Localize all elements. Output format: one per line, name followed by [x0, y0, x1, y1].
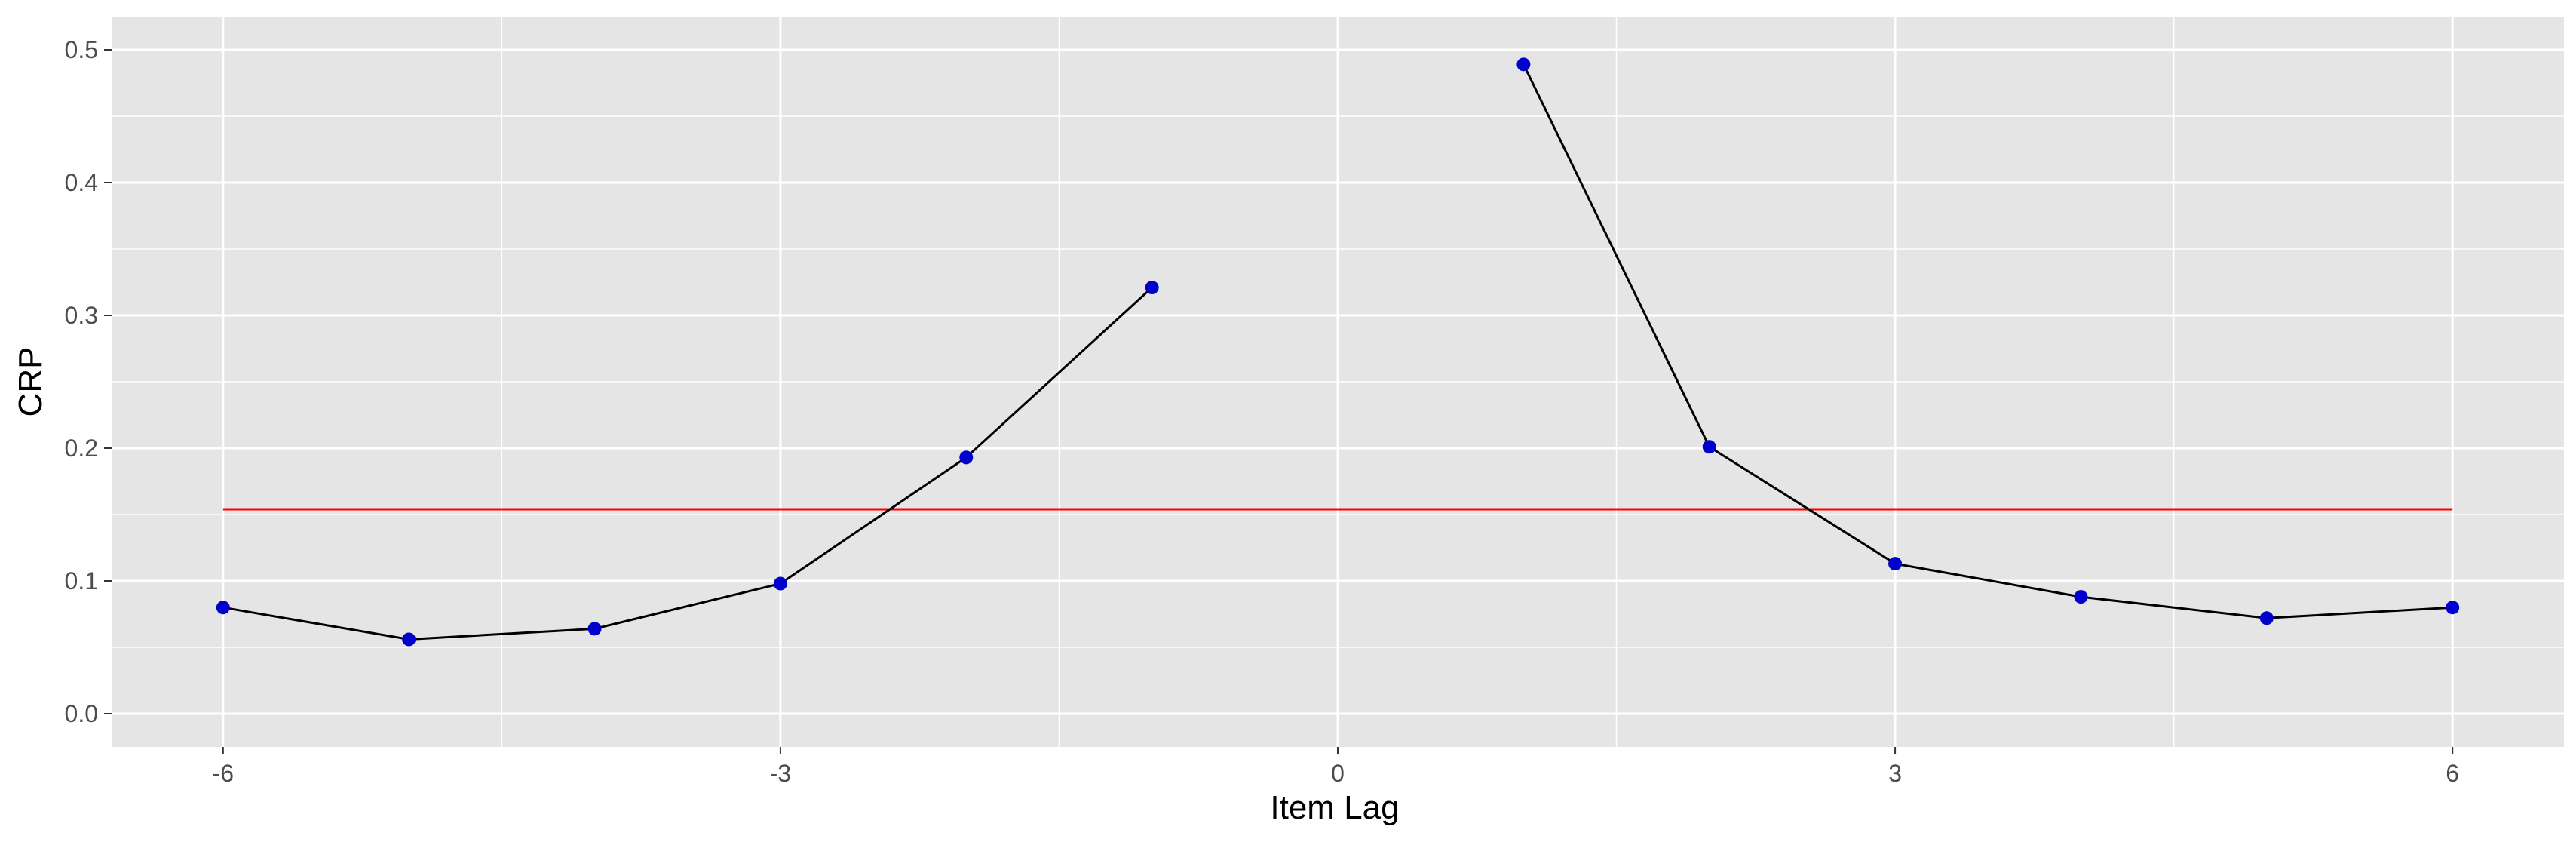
y-axis-title: CRP	[12, 347, 49, 417]
series-lines	[222, 63, 2453, 641]
data-point	[1516, 57, 1531, 72]
x-tick-label: -3	[770, 760, 791, 787]
x-axis-title: Item Lag	[1270, 789, 1399, 826]
series-line-negative-lags	[222, 286, 1153, 641]
x-tick-label: 0	[1331, 760, 1345, 787]
y-axis-ticks: 0.0 0.1 0.2 0.3 0.4 0.5	[65, 36, 112, 727]
y-tick-label: 0.3	[65, 302, 98, 329]
x-tick-label: 6	[2446, 760, 2459, 787]
data-point	[2259, 611, 2274, 625]
data-point	[216, 601, 230, 615]
data-point	[773, 576, 787, 591]
y-tick-label: 0.4	[65, 169, 98, 196]
y-tick-label: 0.1	[65, 567, 98, 595]
data-point	[2074, 590, 2088, 604]
data-point	[1145, 281, 1159, 295]
series-line-positive-lags	[1523, 63, 2453, 619]
y-tick-label: 0.2	[65, 435, 98, 462]
data-point	[1888, 557, 1903, 571]
x-tick-label: 3	[1888, 760, 1902, 787]
x-axis-ticks: -6 -3 0 3 6	[213, 747, 2459, 787]
y-tick-label: 0.0	[65, 700, 98, 727]
data-point	[959, 450, 974, 465]
data-point	[402, 632, 416, 647]
data-point	[587, 622, 602, 636]
data-point	[1702, 440, 1716, 454]
y-tick-label: 0.5	[65, 36, 98, 63]
x-tick-label: -6	[213, 760, 234, 787]
series-points	[216, 57, 2460, 647]
major-gridlines	[112, 17, 2564, 747]
data-point	[2446, 601, 2460, 615]
